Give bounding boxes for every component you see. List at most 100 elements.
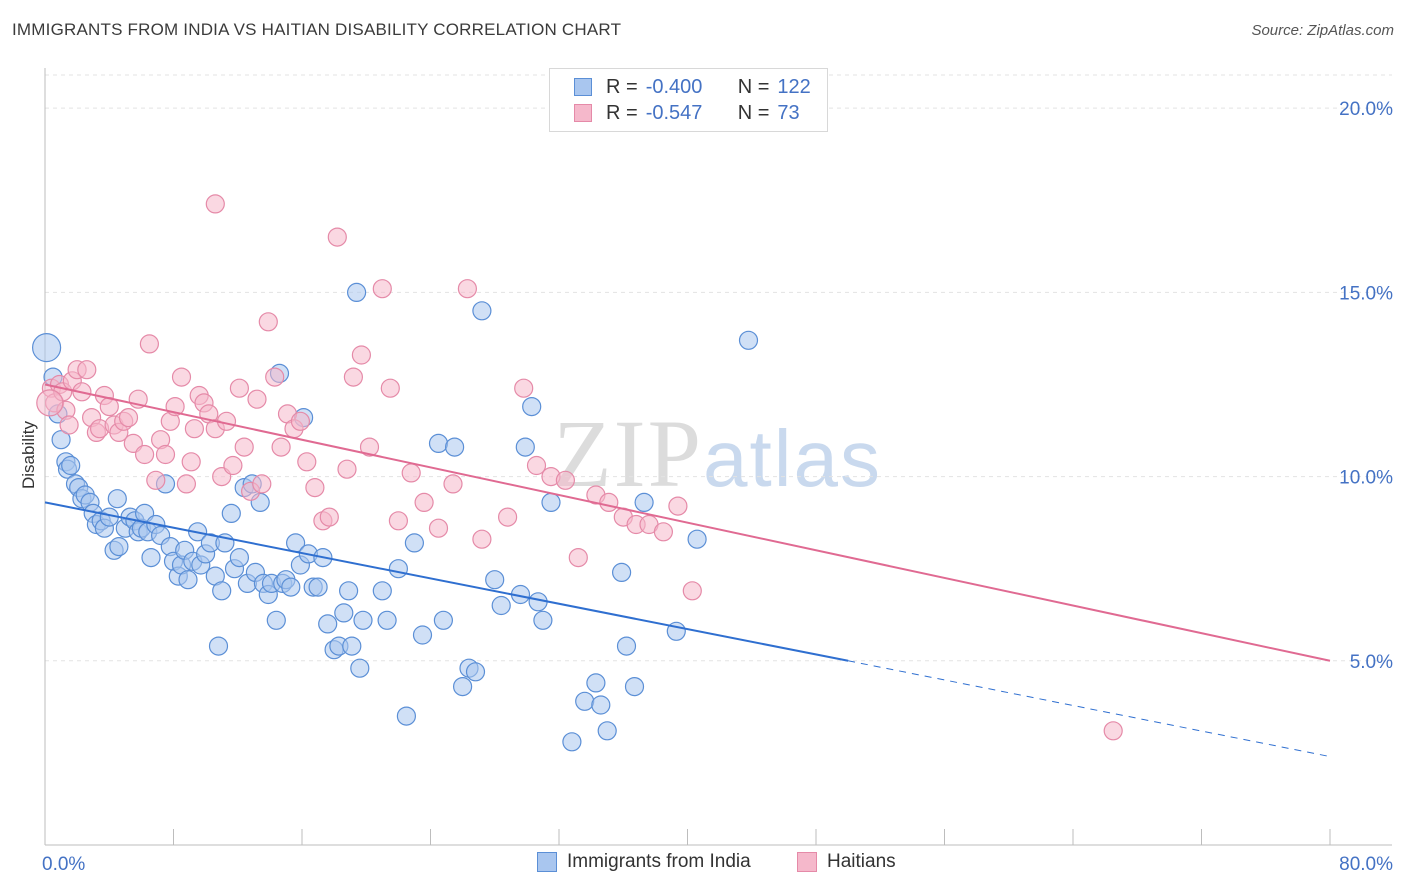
haiti-point [682, 581, 702, 601]
india-point [616, 636, 637, 656]
india-point [51, 430, 71, 450]
india-point [178, 570, 198, 590]
haiti-point [526, 455, 547, 476]
india-trend-line [44, 501, 849, 662]
haiti-point [155, 444, 176, 465]
haiti-point [36, 389, 64, 417]
haiti-point [555, 470, 576, 490]
haiti-point [176, 474, 196, 494]
india-point [465, 662, 486, 682]
haiti-point [457, 279, 477, 299]
haiti-point [258, 312, 278, 332]
haiti-point [337, 459, 357, 479]
india-point [541, 492, 561, 512]
haiti-point [234, 437, 254, 457]
india-point [485, 570, 505, 590]
india-point [472, 301, 492, 321]
india-point [372, 581, 392, 601]
india-point [141, 547, 161, 568]
chart-title: IMMIGRANTS FROM INDIA VS HAITIAN DISABIL… [12, 20, 622, 39]
haiti-point [319, 507, 339, 527]
haiti-point [271, 437, 291, 457]
haiti-point [401, 463, 421, 483]
india-point [31, 333, 62, 363]
series-legend: Immigrants from India Haitians [0, 851, 1406, 877]
legend-n-value: 122 [777, 75, 811, 98]
haiti-point [343, 367, 363, 387]
legend-label-india: Immigrants from India [567, 851, 751, 872]
legend-r-value: -0.547 [645, 101, 703, 124]
axes [44, 68, 1392, 846]
india-point [350, 658, 370, 678]
haiti-point [77, 360, 97, 380]
haiti-point [146, 470, 166, 490]
haiti-point [135, 444, 155, 465]
india-point [687, 529, 707, 549]
india-point [281, 577, 301, 597]
india-point [266, 610, 286, 630]
haiti-point [443, 474, 463, 494]
india-point [221, 503, 241, 524]
x-tick-label: 80.0% [1339, 854, 1393, 875]
haiti-point [139, 334, 159, 354]
india-point [575, 691, 595, 711]
india-point [738, 330, 759, 350]
stats-legend: R = -0.400 N = 122 R = -0.547 N = 73 [549, 68, 828, 132]
india-point [624, 676, 645, 697]
haiti-point [380, 378, 400, 398]
legend-r-label: R = [606, 101, 638, 124]
haiti-point [118, 408, 139, 428]
y-tick-label: 20.0% [1339, 99, 1393, 120]
india-point [515, 437, 535, 457]
india-point [412, 625, 433, 645]
legend-n-label: N = [737, 101, 770, 124]
india-point [229, 547, 249, 568]
haiti-series-points [36, 194, 1123, 741]
india-point [318, 614, 338, 634]
haiti-point [181, 452, 201, 472]
india-point [107, 489, 127, 509]
x-tick-label: 0.0% [42, 854, 85, 875]
haiti-point [223, 455, 243, 476]
legend-r-value: -0.400 [645, 75, 703, 98]
source-credit: Source: ZipAtlas.com [1251, 22, 1394, 39]
y-tick-label: 10.0% [1339, 468, 1393, 489]
india-point [396, 706, 416, 726]
legend-label-haitians: Haitians [827, 851, 896, 872]
india-point [308, 577, 328, 597]
haiti-point [568, 547, 588, 568]
haiti-point [290, 411, 310, 431]
haiti-point [59, 415, 79, 435]
india-swatch [537, 852, 557, 872]
india-point [208, 636, 229, 656]
india-point [388, 559, 408, 579]
india-point [445, 437, 465, 457]
legend-item-india[interactable]: Immigrants from India [537, 851, 751, 873]
haiti-point [247, 389, 267, 409]
india-point [347, 282, 367, 302]
haiti-point [327, 227, 347, 247]
tick-labels: 5.0% 10.0% 15.0% 20.0% 0.0% 80.0% Disability [19, 99, 1393, 875]
india-point [61, 455, 81, 476]
india-point [586, 673, 606, 693]
legend-row-india: R = -0.400 N = 122 [574, 74, 811, 100]
y-tick-label: 15.0% [1339, 283, 1393, 304]
india-point [453, 676, 473, 697]
legend-row-haiti: R = -0.547 N = 73 [574, 100, 800, 126]
haiti-point [265, 367, 285, 387]
india-trend-extension [848, 660, 1331, 758]
india-point [597, 721, 617, 741]
haiti-point [414, 492, 434, 512]
legend-item-haitians[interactable]: Haitians [797, 851, 896, 873]
haiti-point [184, 419, 204, 439]
india-point [353, 610, 373, 630]
haiti-point [498, 507, 518, 527]
haiti-point [205, 194, 225, 214]
legend-n-label: N = [737, 75, 770, 98]
haiti-point [229, 378, 249, 398]
haiti-point [668, 496, 688, 516]
haiti-point [388, 511, 408, 531]
y-tick-label: 5.0% [1350, 652, 1393, 673]
india-point [522, 397, 542, 417]
haiti-point [1103, 721, 1123, 741]
